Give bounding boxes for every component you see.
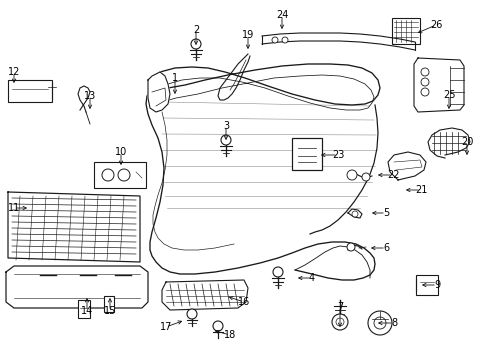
Text: 24: 24 — [275, 10, 287, 20]
Text: 5: 5 — [382, 208, 388, 218]
Circle shape — [213, 321, 223, 331]
Text: 8: 8 — [390, 318, 396, 328]
Circle shape — [272, 267, 283, 277]
Text: 19: 19 — [242, 30, 254, 40]
Polygon shape — [347, 209, 361, 218]
Circle shape — [367, 311, 391, 335]
Circle shape — [361, 173, 369, 181]
Text: 10: 10 — [115, 147, 127, 157]
Text: 13: 13 — [84, 91, 96, 101]
Text: 22: 22 — [386, 170, 398, 180]
Text: 26: 26 — [429, 20, 441, 30]
Text: 12: 12 — [8, 67, 20, 77]
Circle shape — [118, 169, 130, 181]
Polygon shape — [6, 266, 148, 308]
Text: 21: 21 — [414, 185, 427, 195]
Circle shape — [420, 78, 428, 86]
Circle shape — [420, 68, 428, 76]
FancyBboxPatch shape — [94, 162, 146, 188]
FancyBboxPatch shape — [391, 18, 419, 44]
Circle shape — [373, 317, 385, 329]
Polygon shape — [387, 152, 425, 180]
Text: 3: 3 — [223, 121, 228, 131]
FancyBboxPatch shape — [104, 296, 114, 312]
Text: 2: 2 — [192, 25, 199, 35]
Circle shape — [271, 37, 278, 43]
Circle shape — [351, 211, 357, 217]
Polygon shape — [148, 72, 170, 112]
Polygon shape — [413, 58, 463, 112]
Text: 25: 25 — [442, 90, 454, 100]
FancyBboxPatch shape — [78, 300, 90, 318]
Circle shape — [191, 39, 201, 49]
Text: 23: 23 — [331, 150, 344, 160]
Text: 18: 18 — [224, 330, 236, 340]
Text: 7: 7 — [336, 302, 343, 312]
Text: 20: 20 — [460, 137, 472, 147]
Text: 14: 14 — [81, 306, 93, 316]
Circle shape — [346, 170, 356, 180]
Circle shape — [335, 318, 343, 326]
Circle shape — [102, 169, 114, 181]
Text: 15: 15 — [103, 306, 116, 316]
Polygon shape — [8, 192, 140, 262]
Circle shape — [331, 314, 347, 330]
Circle shape — [221, 135, 230, 145]
Text: 4: 4 — [308, 273, 314, 283]
Circle shape — [186, 309, 197, 319]
Circle shape — [282, 37, 287, 43]
FancyBboxPatch shape — [415, 275, 437, 295]
Text: 17: 17 — [160, 322, 172, 332]
Polygon shape — [162, 280, 247, 310]
Text: 6: 6 — [382, 243, 388, 253]
Text: 16: 16 — [237, 297, 250, 307]
Circle shape — [420, 88, 428, 96]
FancyBboxPatch shape — [8, 80, 52, 102]
Text: 11: 11 — [8, 203, 20, 213]
Circle shape — [346, 243, 354, 251]
FancyBboxPatch shape — [291, 138, 321, 170]
Text: 9: 9 — [433, 280, 439, 290]
Polygon shape — [427, 128, 469, 158]
Text: 1: 1 — [172, 73, 178, 83]
Polygon shape — [262, 33, 414, 50]
